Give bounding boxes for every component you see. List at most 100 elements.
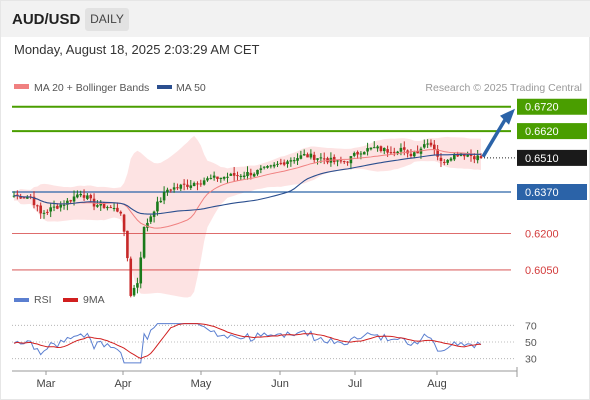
level-label-0.6050: 0.6050 bbox=[525, 265, 559, 277]
candle-body bbox=[169, 189, 173, 191]
rsi-ma-line bbox=[13, 323, 482, 360]
ma20-legend-label: MA 20 + Bollinger Bands bbox=[34, 82, 149, 94]
candle-body bbox=[466, 154, 469, 157]
level-tag-0.6720 bbox=[517, 98, 587, 115]
bollinger-band-area bbox=[14, 135, 481, 298]
rsi-ma-legend-label: 9MA bbox=[83, 294, 105, 306]
candle-body bbox=[119, 211, 123, 214]
candle-body bbox=[412, 152, 416, 157]
candle-body bbox=[249, 172, 253, 176]
candle-body bbox=[146, 222, 149, 228]
rsi-tick-label: 50 bbox=[525, 337, 537, 349]
candle-body bbox=[92, 198, 96, 207]
candle-body bbox=[42, 212, 46, 214]
candle-body bbox=[109, 207, 113, 209]
candle-body bbox=[389, 152, 393, 154]
rsi-ma-legend-swatch bbox=[63, 298, 78, 302]
x-tick-label-apr: Apr bbox=[114, 378, 131, 390]
candle-body bbox=[476, 155, 479, 161]
candle-body bbox=[89, 195, 93, 199]
ma50-legend-swatch bbox=[157, 85, 172, 89]
rsi-line bbox=[13, 323, 482, 364]
candle-body bbox=[176, 187, 179, 189]
candle-body bbox=[336, 160, 339, 162]
candle-body bbox=[96, 205, 99, 207]
candle-body bbox=[206, 178, 209, 181]
candle-body bbox=[172, 187, 176, 190]
rsi-legend-swatch bbox=[14, 298, 29, 302]
candle-body bbox=[72, 196, 76, 202]
candle-body bbox=[282, 162, 286, 165]
candle-body bbox=[349, 156, 353, 164]
x-tick-label-may: May bbox=[191, 378, 212, 390]
candle-body bbox=[142, 226, 146, 258]
candle-body bbox=[236, 175, 239, 177]
candle-body bbox=[429, 142, 433, 146]
candle-body bbox=[209, 177, 213, 179]
candle-body bbox=[69, 200, 73, 202]
ma20-legend-swatch bbox=[14, 84, 29, 89]
candle-body bbox=[159, 200, 163, 203]
candle-body bbox=[22, 197, 26, 199]
candle-body bbox=[286, 161, 289, 165]
candle-body bbox=[252, 173, 256, 177]
candle-body bbox=[416, 151, 419, 154]
candle-body bbox=[426, 143, 429, 145]
candle-body bbox=[443, 161, 446, 163]
candle-body bbox=[352, 153, 356, 156]
candle-body bbox=[59, 204, 62, 208]
level-tag-0.6510 bbox=[517, 149, 587, 166]
candle-body bbox=[306, 154, 309, 158]
candle-body bbox=[342, 161, 346, 163]
candle-body bbox=[12, 195, 16, 197]
candle-body bbox=[242, 175, 246, 177]
candle-body bbox=[132, 287, 136, 296]
candle-body bbox=[239, 175, 243, 177]
candle-body bbox=[226, 176, 229, 178]
candle-body bbox=[99, 202, 103, 206]
candle-body bbox=[156, 201, 159, 212]
level-label-0.6620: 0.6620 bbox=[525, 126, 559, 138]
candle-body bbox=[369, 147, 373, 150]
ma50-legend-label: MA 50 bbox=[176, 82, 206, 94]
candle-body bbox=[362, 152, 366, 155]
candle-body bbox=[82, 195, 86, 198]
candle-body bbox=[112, 208, 116, 210]
candle-body bbox=[449, 158, 453, 161]
candle-body bbox=[126, 230, 129, 259]
candle-body bbox=[316, 158, 319, 160]
candle-body bbox=[446, 159, 449, 163]
candle-body bbox=[66, 200, 69, 205]
candle-body bbox=[439, 157, 443, 161]
candle-body bbox=[453, 153, 456, 160]
candle-body bbox=[139, 257, 143, 284]
candle-body bbox=[379, 146, 383, 152]
symbol-title: AUD/USD bbox=[12, 11, 81, 28]
candle-body bbox=[382, 147, 386, 152]
timeframe-button[interactable]: DAILY bbox=[85, 8, 129, 31]
candle-body bbox=[396, 151, 399, 154]
candle-body bbox=[359, 153, 363, 155]
candle-body bbox=[256, 169, 259, 175]
candle-body bbox=[272, 164, 276, 167]
candle-body bbox=[399, 147, 403, 152]
candle-body bbox=[366, 148, 369, 152]
candle-body bbox=[279, 162, 283, 164]
candle-body bbox=[179, 184, 183, 189]
candle-body bbox=[19, 196, 22, 199]
candle-body bbox=[292, 160, 296, 162]
candle-body bbox=[52, 206, 56, 208]
candle-body bbox=[276, 163, 279, 165]
candle-body bbox=[39, 205, 42, 214]
candle-body bbox=[259, 168, 263, 170]
candle-body bbox=[433, 144, 436, 150]
candle-body bbox=[322, 158, 326, 160]
candle-body bbox=[309, 153, 313, 158]
ma20-line bbox=[13, 149, 482, 229]
level-tag-0.6370 bbox=[517, 184, 587, 200]
header-bar: AUD/USD DAILY bbox=[1, 1, 590, 37]
candle-body bbox=[246, 172, 249, 177]
rsi-tick-label: 70 bbox=[525, 320, 537, 332]
